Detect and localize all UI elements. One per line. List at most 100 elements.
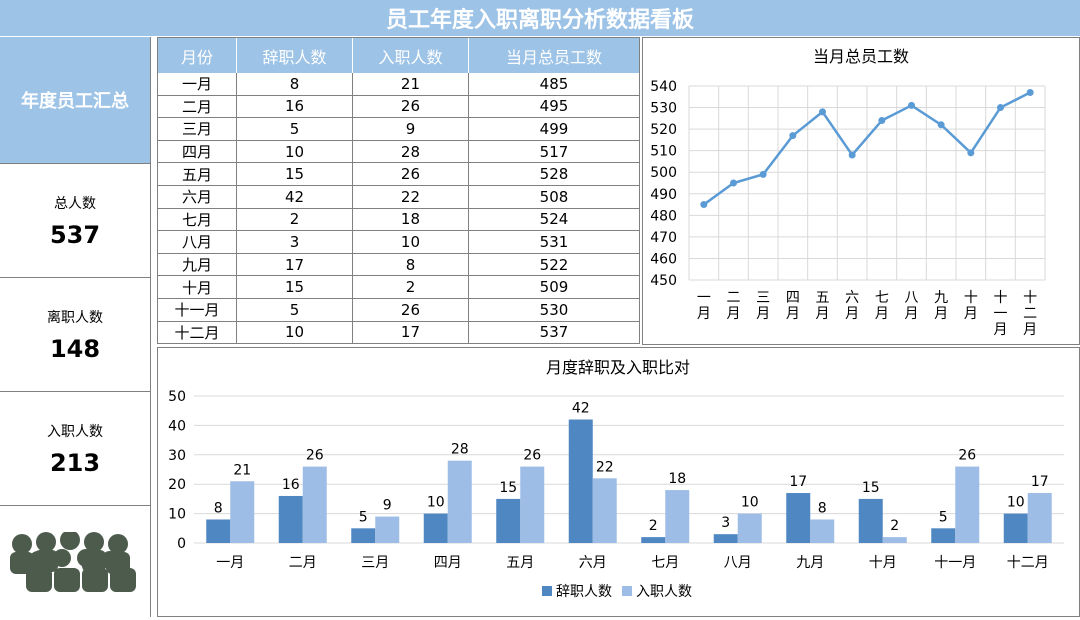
kpi-total: 总人数 537 — [0, 164, 150, 278]
table-cell: 十月 — [158, 275, 237, 299]
table-cell: 499 — [468, 117, 639, 141]
table-row: 四月 10 28 517 — [158, 139, 639, 163]
kpi-total-label: 总人数 — [54, 195, 96, 212]
kpi-resigned: 离职人数 148 — [0, 278, 150, 392]
bar — [447, 460, 472, 543]
data-point — [997, 104, 1004, 112]
data-label: 15 — [862, 480, 880, 496]
table-cell: 524 — [468, 207, 639, 231]
y-tick-label: 490 — [650, 187, 677, 203]
y-tick-label: 500 — [650, 165, 677, 181]
bar — [665, 490, 690, 543]
table-cell: 六月 — [158, 184, 237, 209]
x-tick-label: 一月 — [697, 290, 711, 322]
kpi-total-value: 537 — [49, 220, 101, 249]
table-row: 三月 5 9 499 — [158, 117, 639, 141]
data-label: 10 — [741, 495, 759, 511]
table-row: 十月 15 2 509 — [158, 275, 639, 299]
bar — [423, 513, 448, 543]
y-tick-label: 20 — [168, 477, 186, 493]
data-label: 21 — [233, 462, 251, 478]
series-line — [703, 91, 1031, 206]
x-tick-label: 七月 — [651, 555, 679, 571]
legend-label: 入职人数 — [636, 584, 692, 600]
x-tick-label: 六月 — [579, 555, 607, 571]
bar — [1003, 513, 1028, 543]
x-tick-label: 三月 — [756, 290, 770, 322]
table-cell: 26 — [352, 162, 469, 186]
x-tick-label: 十月 — [869, 555, 897, 571]
line-chart: 当月总员工数 450 460 470 480 490 500 510 520 530 540 一月二月… — [650, 47, 1046, 338]
data-label: 42 — [572, 401, 590, 417]
x-tick-label: 十月 — [964, 290, 978, 322]
data-label: 5 — [359, 509, 368, 525]
x-tick-label: 十一月 — [994, 290, 1008, 338]
data-label: 8 — [214, 500, 223, 516]
bar — [858, 498, 883, 543]
y-tick-label: 540 — [650, 79, 677, 95]
table-cell: 5 — [236, 297, 353, 322]
x-tick-label: 八月 — [905, 290, 919, 322]
y-tick-label: 450 — [650, 273, 677, 289]
data-label: 22 — [596, 459, 614, 475]
kpi-resigned-label: 离职人数 — [47, 309, 103, 326]
legend-swatch — [542, 586, 552, 596]
table-cell: 28 — [352, 139, 469, 163]
x-tick-label: 九月 — [796, 555, 824, 571]
x-tick-label: 五月 — [506, 555, 534, 571]
data-point — [937, 121, 945, 129]
table-row: 九月 17 8 522 — [158, 252, 639, 276]
x-tick-label: 一月 — [216, 555, 244, 571]
summary-header: 年度员工汇总 — [0, 37, 150, 164]
y-tick-label: 10 — [168, 507, 186, 523]
col-total: 当月总员工数 — [468, 38, 639, 73]
y-tick-label: 460 — [650, 251, 677, 267]
data-point — [878, 116, 886, 124]
table-cell: 495 — [468, 94, 639, 118]
legend-swatch — [622, 586, 632, 596]
bar — [230, 481, 255, 543]
data-point — [908, 101, 915, 109]
kpi-resigned-value: 148 — [49, 334, 101, 363]
data-label: 28 — [451, 442, 469, 458]
x-tick-label: 二月 — [727, 290, 741, 322]
table-row: 八月 3 10 531 — [158, 230, 639, 254]
y-tick-label: 480 — [650, 208, 677, 224]
bar — [882, 537, 907, 543]
table-row: 二月 16 26 495 — [158, 94, 639, 118]
table-cell: 九月 — [158, 252, 237, 276]
table-cell: 三月 — [158, 117, 237, 141]
table-cell: 517 — [468, 139, 639, 163]
x-tick-label: 二月 — [289, 555, 317, 571]
table-cell: 9 — [352, 117, 469, 141]
data-label: 18 — [668, 471, 686, 487]
x-tick-label: 三月 — [361, 555, 389, 571]
table-cell: 42 — [236, 184, 353, 209]
data-label: 2 — [649, 518, 658, 534]
table-cell: 485 — [539, 74, 569, 93]
x-tick-label: 十一月 — [934, 555, 976, 571]
bar — [1027, 493, 1052, 543]
table-cell: 531 — [468, 230, 639, 254]
table-cell: 2 — [236, 207, 353, 231]
bar-chart-panel: 月度辞职及入职比对 0 10 20 30 40 50 8 21 一月 16 26 二月 5 9 三月 10 28 四… — [157, 347, 1080, 617]
y-tick-label: 30 — [168, 448, 186, 464]
table-cell: 2 — [352, 275, 469, 299]
table-cell: 530 — [468, 297, 639, 322]
bar — [568, 419, 593, 543]
table-cell: 五月 — [158, 162, 237, 186]
table-cell: 10 — [236, 320, 353, 344]
bar — [592, 478, 617, 543]
data-label: 26 — [523, 448, 541, 464]
data-point — [759, 170, 767, 178]
data-point — [789, 132, 797, 140]
data-label: 17 — [1031, 474, 1049, 490]
data-label: 16 — [282, 477, 300, 493]
bar — [713, 534, 738, 543]
table-cell: 10 — [352, 230, 469, 254]
table-cell: 七月 — [158, 207, 237, 231]
table-cell: 508 — [468, 184, 639, 209]
x-tick-label: 四月 — [786, 290, 800, 322]
table-cell: 522 — [468, 252, 639, 276]
data-point — [819, 108, 826, 116]
